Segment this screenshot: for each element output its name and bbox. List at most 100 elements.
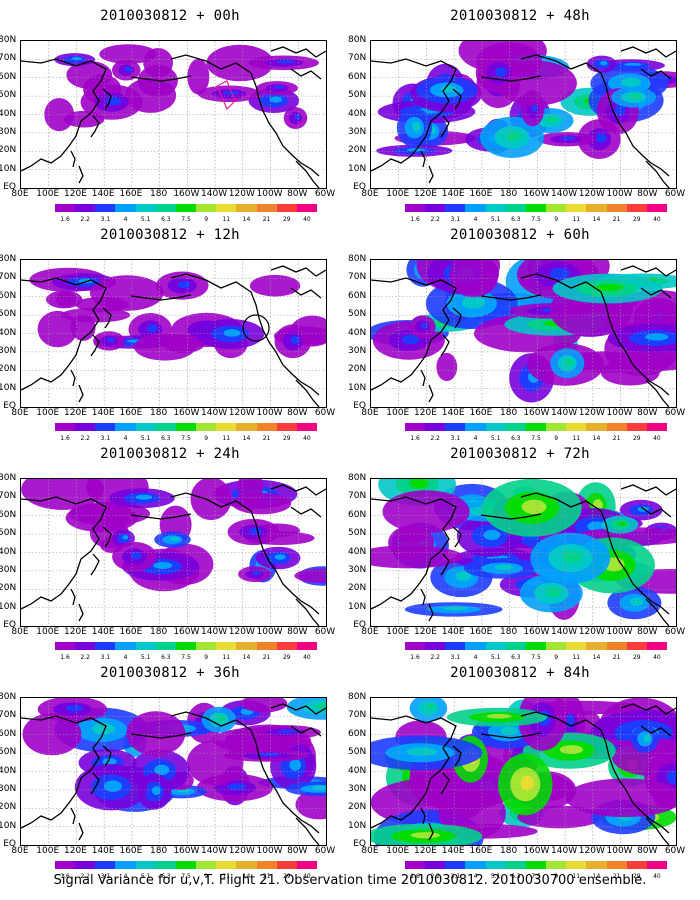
colorbar-tick-label: 3.1	[100, 435, 111, 442]
longitude-tick-label: 120W	[228, 408, 255, 418]
colorbar-tick-label: 9	[554, 654, 559, 661]
colorbar-segment	[196, 204, 217, 212]
colorbar-segment	[626, 423, 647, 431]
colorbar-segment	[296, 204, 318, 212]
longitude-tick-label: 100W	[606, 846, 633, 856]
colorbar-segment	[256, 642, 277, 650]
longitude-tick-label: 160E	[119, 846, 143, 856]
longitude-axis: 80E 100E 120E 140E 160E 180 160W 140W 120W 100W 80…	[11, 189, 335, 199]
longitude-tick-label: 140E	[441, 627, 465, 637]
colorbar-segment	[546, 861, 567, 869]
colorbar	[405, 204, 668, 212]
longitude-tick-label: 120E	[64, 627, 87, 637]
longitude-tick-label: 160W	[173, 189, 200, 199]
colorbar-tick-label: 7.5	[181, 654, 191, 661]
colorbar	[405, 642, 668, 650]
longitude-tick-label: 140E	[441, 189, 465, 199]
forecast-panel: 2010030812 + 12h 80N 70N 60N 50N 40N 30N 20N 10N…	[0, 227, 340, 442]
colorbar-segment	[196, 423, 217, 431]
longitude-tick-label: 80E	[361, 189, 379, 199]
colorbar-segment	[586, 423, 607, 431]
variance-map	[370, 478, 677, 627]
colorbar-tick-label: 1.6	[60, 654, 70, 661]
colorbar-tick-label: 7.5	[531, 654, 541, 661]
colorbar-segment	[465, 204, 486, 212]
colorbar-tick-label: 11	[572, 654, 581, 661]
colorbar-segment	[55, 423, 76, 431]
colorbar-segment	[75, 423, 96, 431]
latitude-tick-label: 70N	[348, 53, 367, 64]
colorbar-segment	[196, 861, 217, 869]
longitude-tick-label: 60W	[664, 627, 686, 637]
latitude-axis: 80N 70N 60N 50N 40N 30N 20N 10N EQ	[348, 255, 368, 415]
variance-map	[20, 40, 327, 189]
colorbar-tick-label: 29	[632, 435, 641, 442]
colorbar-tick-label: 6.3	[511, 435, 521, 442]
colorbar-segment	[175, 861, 197, 869]
colorbar-segment	[646, 861, 668, 869]
colorbar-segment	[135, 642, 156, 650]
latitude-axis: 80N 70N 60N 50N 40N 30N 20N 10N EQ	[0, 693, 18, 853]
colorbar-segment	[256, 423, 277, 431]
colorbar-segment	[445, 642, 466, 650]
colorbar-tick-label: 2.2	[430, 654, 440, 661]
longitude-tick-label: 160E	[469, 627, 493, 637]
panel-title: 2010030812 + 00h	[100, 8, 240, 24]
longitude-tick-label: 160W	[523, 189, 550, 199]
colorbar	[55, 204, 318, 212]
latitude-tick-label: 20N	[0, 583, 17, 594]
variance-map	[370, 697, 677, 846]
colorbar-tick-label: 40	[303, 873, 311, 880]
longitude-tick-label: 120E	[64, 189, 87, 199]
longitude-tick-label: 80W	[287, 627, 308, 637]
colorbar-segment	[216, 423, 237, 431]
panel-title: 2010030812 + 60h	[450, 227, 590, 243]
longitude-tick-label: 160W	[173, 627, 200, 637]
colorbar-tick-label: 5.1	[490, 873, 501, 880]
latitude-tick-label: 40N	[0, 327, 17, 338]
colorbar-tick-label: 5.1	[490, 216, 501, 223]
colorbar-segment	[216, 861, 237, 869]
longitude-tick-label: 140E	[441, 408, 465, 418]
colorbar-tick-label: 6.3	[511, 873, 521, 880]
colorbar-segment	[135, 861, 156, 869]
colorbar-segment	[485, 642, 506, 650]
colorbar-segment	[256, 204, 277, 212]
longitude-axis: 80E 100E 120E 140E 160E 180 160W 140W 120W 100W 80…	[361, 408, 685, 418]
colorbar-segment	[115, 642, 136, 650]
colorbar-segment	[646, 204, 668, 212]
longitude-tick-label: 160W	[523, 846, 550, 856]
colorbar-segment	[445, 204, 466, 212]
variance-map	[20, 478, 327, 627]
colorbar-tick-label: 4	[473, 654, 478, 661]
longitude-tick-label: 140W	[201, 846, 228, 856]
colorbar-tick-label: 7.5	[181, 873, 191, 880]
colorbar-tick-label: 21	[612, 435, 621, 442]
colorbar-labels: 1.6 2.2 3.1 4 5.1 6.3 7.5 9 11 14 21 29 40	[55, 216, 317, 224]
latitude-axis: 80N 70N 60N 50N 40N 30N 20N 10N EQ	[0, 36, 18, 196]
colorbar-segment	[465, 642, 486, 650]
colorbar-labels: 1.6 2.2 3.1 4 5.1 6.3 7.5 9 11 14 21 29 40	[405, 435, 667, 443]
colorbar-segment	[566, 204, 587, 212]
longitude-tick-label: 120W	[578, 189, 605, 199]
longitude-tick-label: 100E	[36, 627, 60, 637]
latitude-tick-label: EQ	[353, 401, 366, 411]
longitude-tick-label: 140E	[91, 189, 115, 199]
colorbar-tick-label: 5.1	[140, 216, 151, 223]
colorbar-segment	[525, 861, 547, 869]
colorbar-tick-label: 21	[262, 216, 271, 223]
latitude-tick-label: 60N	[0, 728, 17, 739]
colorbar-tick-label: 40	[303, 654, 311, 661]
colorbar-segment	[236, 642, 257, 650]
colorbar-tick-label: 40	[303, 435, 311, 442]
colorbar-tick-label: 2.2	[430, 873, 440, 880]
latitude-tick-label: EQ	[3, 839, 16, 849]
colorbar-segment	[425, 423, 446, 431]
latitude-tick-label: 40N	[348, 108, 367, 119]
longitude-tick-label: 180	[500, 627, 518, 637]
longitude-tick-label: 60W	[664, 189, 686, 199]
colorbar-labels: 1.6 2.2 3.1 4 5.1 6.3 7.5 9 11 14 21 29 40	[55, 435, 317, 443]
colorbar-tick-label: 4	[123, 435, 128, 442]
colorbar-tick-label: 9	[554, 216, 559, 223]
latitude-axis: 80N 70N 60N 50N 40N 30N 20N 10N EQ	[348, 474, 368, 634]
